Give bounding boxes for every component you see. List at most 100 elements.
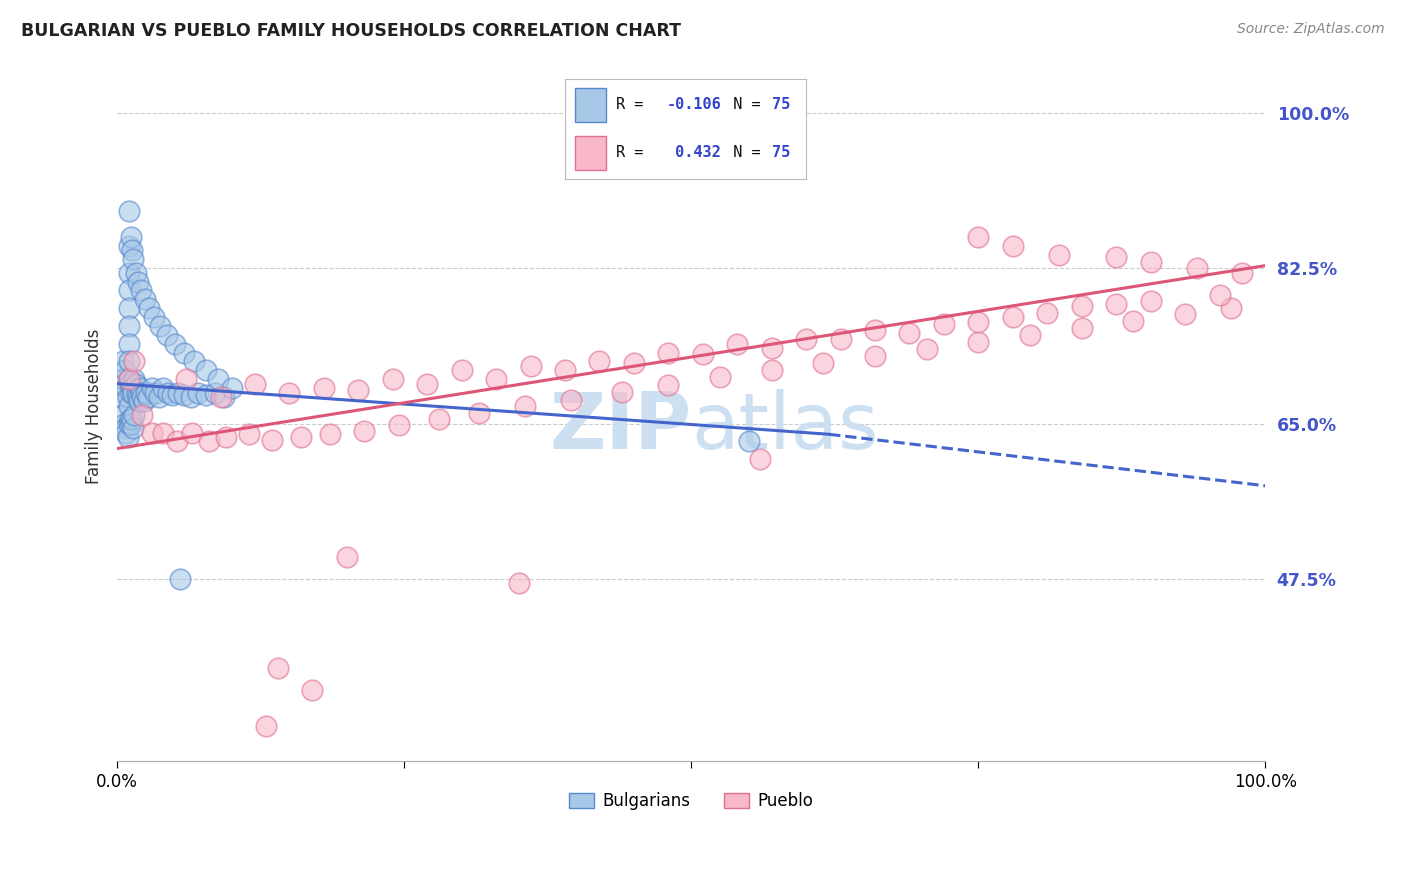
Point xyxy=(117,430,139,444)
Point xyxy=(513,399,536,413)
Point xyxy=(163,336,186,351)
Point xyxy=(129,381,152,395)
Point xyxy=(112,372,135,386)
Point xyxy=(221,381,243,395)
Point xyxy=(1139,294,1161,309)
Text: Source: ZipAtlas.com: Source: ZipAtlas.com xyxy=(1237,22,1385,37)
Point xyxy=(162,388,184,402)
Point xyxy=(118,372,141,386)
Point xyxy=(114,421,136,435)
Point xyxy=(554,363,576,377)
Point xyxy=(149,318,172,333)
Point xyxy=(1047,248,1070,262)
Point xyxy=(967,230,990,244)
Point xyxy=(301,683,323,698)
Point xyxy=(180,390,202,404)
Point xyxy=(204,385,226,400)
Point xyxy=(749,452,772,467)
Point xyxy=(612,384,634,399)
Text: atlas: atlas xyxy=(692,389,879,466)
Point xyxy=(124,266,146,280)
Point xyxy=(180,425,202,440)
Point xyxy=(267,661,290,675)
Point xyxy=(588,354,610,368)
Point xyxy=(416,376,439,391)
Point xyxy=(290,430,312,444)
Point xyxy=(173,345,195,359)
Point xyxy=(1001,239,1024,253)
Point xyxy=(156,385,179,400)
Text: BULGARIAN VS PUEBLO FAMILY HOUSEHOLDS CORRELATION CHART: BULGARIAN VS PUEBLO FAMILY HOUSEHOLDS CO… xyxy=(21,22,681,40)
Point xyxy=(830,332,852,346)
Point xyxy=(127,390,149,404)
Point xyxy=(118,417,141,431)
Point xyxy=(692,347,714,361)
Point xyxy=(118,399,141,413)
Point xyxy=(1019,327,1042,342)
Point xyxy=(118,354,141,368)
Point xyxy=(312,381,335,395)
Point xyxy=(657,378,679,392)
Point xyxy=(508,576,530,591)
Point xyxy=(560,392,582,407)
Y-axis label: Family Households: Family Households xyxy=(86,328,103,483)
Point xyxy=(138,301,160,316)
Text: ZIP: ZIP xyxy=(550,389,692,466)
Point xyxy=(127,275,149,289)
Point xyxy=(1185,261,1208,276)
Point xyxy=(1174,306,1197,320)
Point xyxy=(135,385,157,400)
Point xyxy=(243,376,266,391)
Point xyxy=(353,424,375,438)
Point xyxy=(212,390,235,404)
Point xyxy=(122,421,145,435)
Point xyxy=(1232,266,1254,280)
Point xyxy=(468,406,491,420)
Point xyxy=(738,434,761,449)
Point xyxy=(169,572,191,586)
Point xyxy=(118,266,141,280)
Point xyxy=(112,417,135,431)
Point xyxy=(131,408,153,422)
Point xyxy=(155,327,177,342)
Point xyxy=(519,359,541,373)
Point xyxy=(1036,305,1059,319)
Point xyxy=(725,336,748,351)
Point xyxy=(114,363,136,377)
Point xyxy=(194,388,217,402)
Point xyxy=(183,354,205,368)
Point xyxy=(174,372,197,386)
Point xyxy=(450,363,472,377)
Point xyxy=(173,388,195,402)
Point xyxy=(166,434,188,449)
Point xyxy=(761,341,783,355)
Point xyxy=(111,390,134,404)
Point xyxy=(124,372,146,386)
Point xyxy=(1139,255,1161,269)
Point xyxy=(118,376,141,391)
Point xyxy=(813,356,835,370)
Point xyxy=(898,326,921,340)
Point xyxy=(136,390,159,404)
Point xyxy=(1105,297,1128,311)
Point xyxy=(118,203,141,218)
Point xyxy=(863,349,886,363)
Point xyxy=(215,430,238,444)
Point xyxy=(118,301,141,316)
Point xyxy=(115,425,138,440)
Point xyxy=(381,372,404,386)
Point xyxy=(915,342,938,356)
Point xyxy=(134,293,156,307)
Point xyxy=(1122,313,1144,327)
Point xyxy=(1070,320,1092,334)
Legend: Bulgarians, Pueblo: Bulgarians, Pueblo xyxy=(562,785,820,817)
Point xyxy=(141,381,163,395)
Point xyxy=(387,418,409,433)
Point xyxy=(129,284,152,298)
Point xyxy=(318,427,340,442)
Point xyxy=(336,549,359,564)
Point xyxy=(115,381,138,395)
Point xyxy=(121,244,143,258)
Point xyxy=(152,425,174,440)
Point xyxy=(1208,288,1230,302)
